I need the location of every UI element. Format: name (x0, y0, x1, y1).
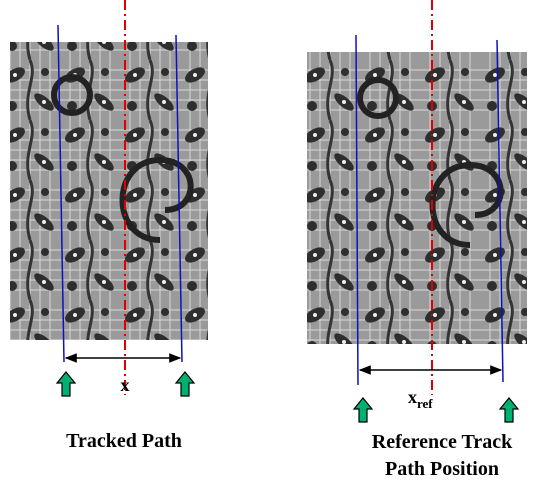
x-ref-sub: ref (417, 396, 433, 411)
right-caption: Reference Track (372, 431, 513, 453)
x-ref-base: x (408, 387, 417, 407)
x-ref-label: xref (408, 387, 433, 411)
x-label: x (121, 375, 130, 395)
diagram: x xref Tracked Path Reference Track Path… (0, 0, 553, 482)
right-caption: Path Position (385, 458, 499, 480)
left-caption: Tracked Path (66, 430, 182, 452)
lace-image (307, 52, 527, 344)
